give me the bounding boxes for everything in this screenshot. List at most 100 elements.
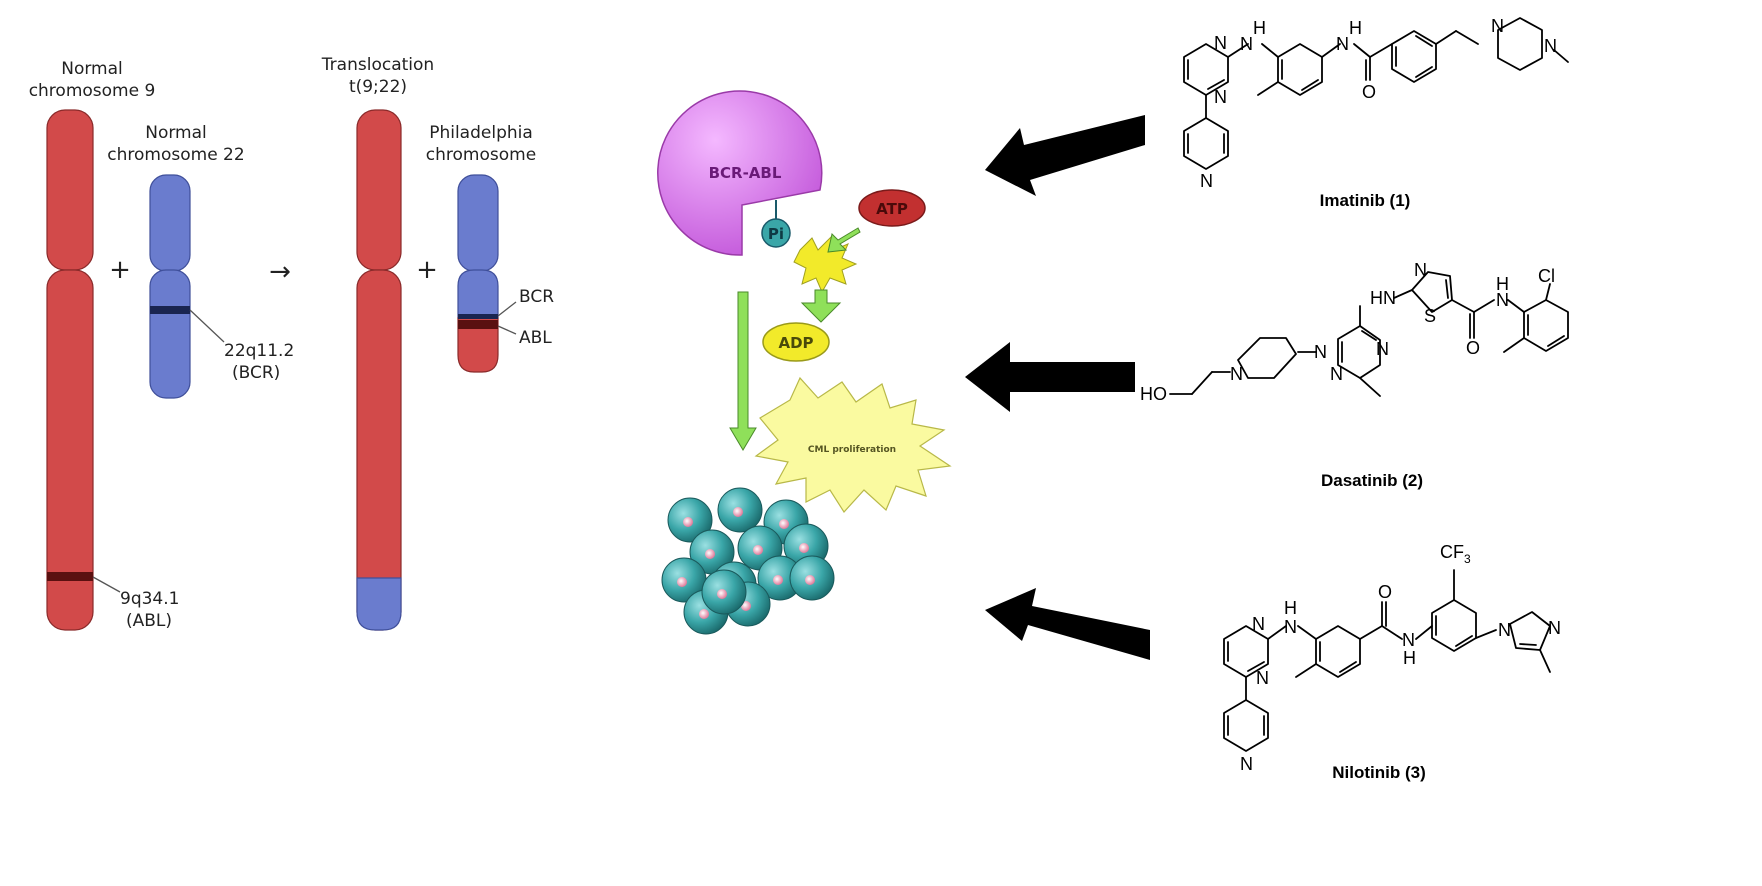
nilotinib-atom-n3: N	[1498, 620, 1511, 640]
dasatinib-atom-n2: N	[1314, 342, 1327, 362]
dasatinib-atom-amide-n: N	[1496, 290, 1509, 310]
chr22-label: Normal chromosome 22	[107, 123, 244, 165]
cell-nucleus	[699, 609, 709, 619]
imatinib-atom-n2: N	[1214, 87, 1227, 107]
philadelphia-chromosome	[457, 174, 499, 373]
chr9-short-arm	[46, 109, 94, 271]
ph-bcr-part	[457, 269, 499, 319]
atp-ellipse	[858, 189, 926, 227]
dasatinib-phenyl	[1523, 299, 1569, 352]
adp-label: ADP	[778, 334, 813, 352]
plus-sign-1: +	[109, 255, 131, 285]
nilotinib-imidazole	[1509, 611, 1551, 651]
dasatinib-label: Dasatinib (2)	[1321, 471, 1423, 490]
der9-bcr-segment	[356, 577, 402, 631]
inhibition-arrows	[965, 115, 1150, 660]
signaling-arrow	[729, 291, 757, 451]
imatinib-pyridine	[1183, 117, 1229, 170]
band-22q11	[150, 306, 190, 314]
band-22q-leader	[189, 309, 225, 343]
dasatinib-piperazine	[1237, 337, 1297, 379]
cell-nucleus	[753, 545, 763, 555]
translocation-arrow: →	[269, 257, 291, 287]
imatinib-atom-nh2-n: N	[1336, 34, 1349, 54]
imatinib-atom-n4: N	[1544, 36, 1557, 56]
imatinib-atom-nh2-h: H	[1349, 18, 1362, 38]
pi-circle	[761, 218, 791, 248]
nilotinib-label: Nilotinib (3)	[1332, 763, 1425, 782]
philadelphia-label: Philadelphia chromosome	[426, 123, 536, 165]
nilotinib-aryl-ring	[1431, 599, 1477, 652]
nilotinib-atom-n4: N	[1548, 618, 1561, 638]
chromosome-panel: Normal chromosome 9 9q34.1 (ABL) + Normal…	[29, 55, 555, 631]
dasatinib-atom-cl: Cl	[1538, 266, 1555, 286]
dasatinib-atom-amide-h: H	[1496, 274, 1509, 294]
nilotinib-tolyl	[1315, 625, 1361, 678]
adp-ellipse	[762, 322, 830, 362]
cell-cluster	[661, 487, 835, 635]
chromosome-22	[149, 174, 191, 399]
imatinib-label: Imatinib (1)	[1320, 191, 1411, 210]
band-9q34	[47, 572, 93, 581]
cml-proliferation-burst	[754, 376, 952, 513]
cell-nucleus	[705, 549, 715, 559]
bcr-abl-enzyme	[657, 90, 823, 256]
mechanism-panel: BCR-ABL Pi ATP ADP CML proliferation	[657, 90, 952, 635]
dasatinib-atom-s: S	[1424, 306, 1436, 326]
atp-arrow	[827, 227, 861, 253]
band-9q-leader	[92, 576, 121, 593]
imatinib-atom-n3: N	[1491, 16, 1504, 36]
imatinib-structure: N N N H N H O N N N Imatinib (1)	[1183, 16, 1569, 210]
dasatinib-atom-n5: N	[1414, 260, 1427, 280]
imatinib-benzene	[1391, 30, 1437, 83]
dasatinib-atom-nh-h: H	[1370, 288, 1383, 308]
dasatinib-atom-n1: N	[1230, 364, 1243, 384]
cell-nucleus	[733, 507, 743, 517]
derivative-chromosome-9	[356, 109, 402, 631]
translocation-label: Translocation t(9;22)	[321, 55, 434, 97]
abl-leader	[497, 325, 517, 335]
imatinib-atom-nh1-h: H	[1253, 18, 1266, 38]
nilotinib-atom-o: O	[1378, 582, 1392, 602]
band-9q-label: 9q34.1	[120, 589, 179, 609]
band-22q-gene: (BCR)	[232, 363, 280, 383]
dasatinib-atom-n4: N	[1376, 339, 1389, 359]
plus-sign-2: +	[416, 255, 438, 285]
imatinib-atom-n1: N	[1214, 33, 1227, 53]
dasatinib-atom-n3: N	[1330, 364, 1343, 384]
dasatinib-atom-o: O	[1466, 338, 1480, 358]
cell-nucleus	[717, 589, 727, 599]
dasatinib-atom-nh-n: N	[1383, 288, 1396, 308]
imatinib-atom-n5: N	[1200, 171, 1213, 191]
dasatinib-thiazole	[1411, 271, 1453, 313]
bcr-abl-label: BCR-ABL	[709, 164, 782, 182]
dasatinib-structure: HO N N N N H N N S O N H Cl Dasatinib (2…	[1140, 260, 1569, 490]
imatinib-atom-nh1-n: N	[1240, 34, 1253, 54]
ph-abl-band	[458, 320, 498, 329]
cell-nucleus	[779, 519, 789, 529]
cell-nucleus	[805, 575, 815, 585]
abl-label: ABL	[519, 328, 552, 348]
nilotinib-atom-nh-n: N	[1284, 617, 1297, 637]
der9-short-arm	[356, 109, 402, 271]
chr9-label: Normal chromosome 9	[29, 59, 156, 101]
arrow-nilotinib	[985, 588, 1150, 660]
ph-short-arm	[457, 174, 499, 272]
nilotinib-atom-amide-h: H	[1403, 648, 1416, 668]
cell-nucleus	[683, 517, 693, 527]
phosphorylation-spark	[793, 234, 858, 294]
chr22-short-arm	[149, 174, 191, 272]
nilotinib-atom-n1: N	[1252, 614, 1265, 634]
imatinib-atom-o: O	[1362, 82, 1376, 102]
bcr-label: BCR	[519, 287, 554, 307]
bcr-leader	[497, 301, 517, 317]
dasatinib-atom-ho: HO	[1140, 384, 1167, 404]
der9-long-arm	[356, 269, 402, 631]
adp-arrow	[800, 289, 842, 323]
cell-nucleus	[741, 601, 751, 611]
imatinib-piperazine	[1497, 17, 1543, 71]
pi-label: Pi	[768, 225, 784, 243]
arrow-dasatinib	[965, 342, 1135, 412]
atp-label: ATP	[876, 200, 908, 218]
